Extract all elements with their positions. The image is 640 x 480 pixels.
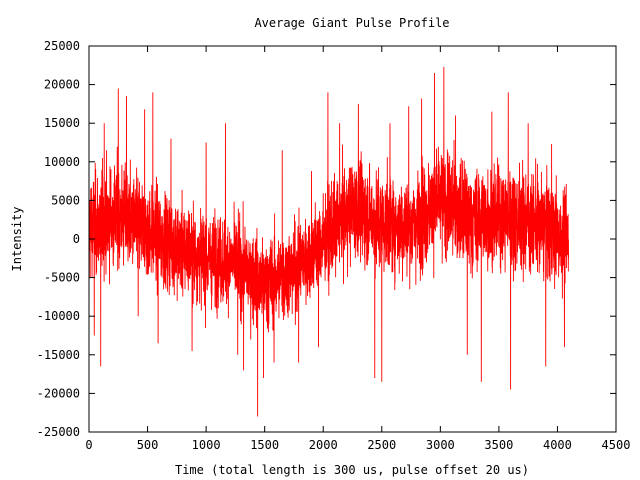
- y-tick-label: 0: [73, 232, 80, 246]
- y-tick-label: -15000: [37, 348, 80, 362]
- ticks-layer: 0 500 1000 1500 2000 2500 3000 3500 4000 4500 2500…: [37, 39, 631, 452]
- y-tick-label: 25000: [44, 39, 80, 53]
- x-tick-label: 0: [85, 438, 92, 452]
- x-tick-label: 1000: [192, 438, 221, 452]
- x-tick-label: 500: [137, 438, 159, 452]
- chart-title: Average Giant Pulse Profile: [254, 16, 449, 30]
- x-tick-label: 4500: [602, 438, 631, 452]
- x-axis-label: Time (total length is 300 us, pulse offs…: [175, 463, 529, 477]
- y-axis-label: Intensity: [10, 206, 24, 271]
- x-tick-label: 2000: [309, 438, 338, 452]
- y-tick-label: 5000: [51, 193, 80, 207]
- y-tick-label: 20000: [44, 78, 80, 92]
- series-line-profile: [89, 66, 570, 417]
- x-tick-label: 3000: [426, 438, 455, 452]
- y-tick-label: -10000: [37, 309, 80, 323]
- y-tick-label: 15000: [44, 116, 80, 130]
- x-tick-label: 1500: [250, 438, 279, 452]
- series-layer: [89, 66, 570, 417]
- plot-frame: [88, 45, 617, 433]
- y-tick-label: -25000: [37, 425, 80, 439]
- y-tick-label: 10000: [44, 155, 80, 169]
- y-tick-label: -20000: [37, 386, 80, 400]
- x-tick-label: 3500: [484, 438, 513, 452]
- y-tick-label: -5000: [44, 271, 80, 285]
- x-tick-label: 2500: [367, 438, 396, 452]
- x-tick-label: 4000: [543, 438, 572, 452]
